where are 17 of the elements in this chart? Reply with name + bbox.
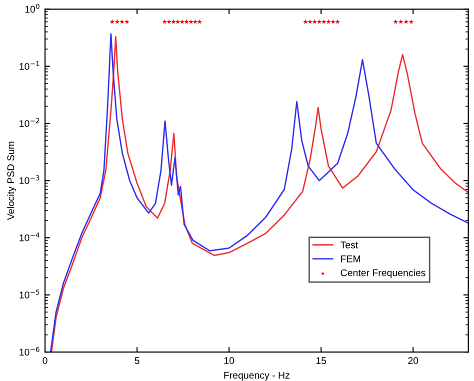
legend-label: FEM xyxy=(341,256,360,262)
x-axis-title: Frequency - Hz xyxy=(224,372,290,381)
y-tick-label: 10$^{−4}$ xyxy=(20,232,40,242)
legend-label: Test xyxy=(340,242,358,248)
y-tick-label: 10$^{−5}$ xyxy=(20,290,40,298)
x-tick-label: 0 xyxy=(42,357,48,364)
y-tick-label: 10$^{−2}$ xyxy=(20,118,40,127)
y-axis-title: Velocity PSD Sum xyxy=(7,142,16,220)
x-tick-label: 15 xyxy=(316,357,326,364)
y-tick-label: 10$^{−3}$ xyxy=(20,175,40,184)
y-tick-label: 10$^{−6}$ xyxy=(20,346,40,356)
legend-label: Center Frequencies xyxy=(340,269,426,278)
x-tick-label: 20 xyxy=(408,357,418,364)
x-tick-label: 5 xyxy=(134,357,140,364)
y-tick-label: 10$^{−1}$ xyxy=(20,61,40,70)
y-tick-label: 10$^{0}$ xyxy=(25,4,40,13)
x-tick-label: 10 xyxy=(224,357,234,364)
